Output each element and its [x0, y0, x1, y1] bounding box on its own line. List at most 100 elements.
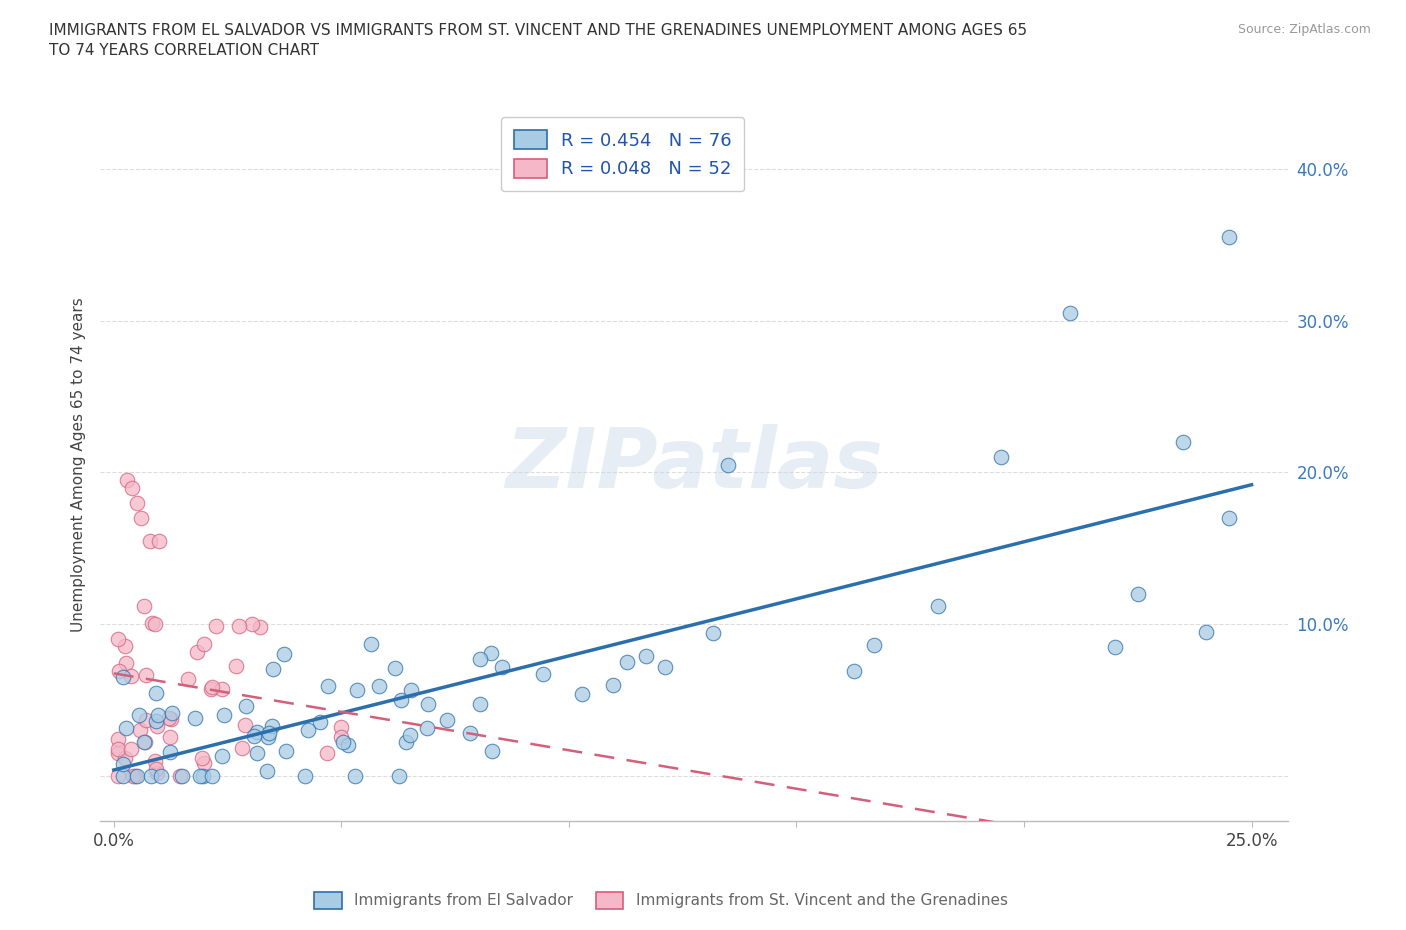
Point: [256, 729, 278, 744]
Point: [1173, 434, 1195, 449]
Point: [336, 737, 359, 752]
Point: [120, 668, 142, 683]
Point: [111, 670, 134, 684]
Point: [315, 746, 337, 761]
Point: [436, 712, 458, 727]
Point: [458, 725, 481, 740]
Point: [143, 617, 166, 631]
Y-axis label: Unemployment Among Ages 65 to 74 years: Unemployment Among Ages 65 to 74 years: [72, 298, 86, 632]
Point: [389, 692, 412, 707]
Point: [256, 764, 278, 779]
Point: [927, 598, 949, 613]
Point: [388, 768, 411, 783]
Point: [309, 714, 332, 729]
Point: [111, 757, 134, 772]
Point: [145, 685, 167, 700]
Point: [160, 705, 183, 720]
Legend: Immigrants from El Salvador, Immigrants from St. Vincent and the Grenadines: Immigrants from El Salvador, Immigrants …: [305, 883, 1017, 918]
Point: [107, 768, 129, 783]
Point: [259, 725, 281, 740]
Point: [212, 708, 235, 723]
Point: [332, 735, 354, 750]
Point: [418, 697, 440, 711]
Point: [146, 719, 169, 734]
Point: [262, 662, 284, 677]
Point: [107, 742, 129, 757]
Point: [294, 768, 316, 783]
Point: [481, 646, 503, 661]
Point: [157, 711, 180, 725]
Point: [531, 666, 554, 681]
Point: [114, 638, 136, 653]
Point: [188, 768, 211, 783]
Point: [170, 768, 193, 783]
Point: [135, 712, 157, 727]
Point: [139, 533, 162, 548]
Point: [1218, 230, 1240, 245]
Point: [125, 768, 148, 783]
Point: [602, 678, 624, 693]
Point: [316, 679, 339, 694]
Point: [276, 744, 298, 759]
Point: [115, 721, 138, 736]
Point: [636, 648, 658, 663]
Point: [1104, 640, 1126, 655]
Point: [146, 765, 169, 780]
Point: [107, 731, 129, 746]
Point: [228, 618, 250, 633]
Point: [401, 683, 423, 698]
Point: [702, 626, 724, 641]
Point: [183, 711, 205, 726]
Point: [470, 651, 492, 666]
Point: [193, 637, 215, 652]
Point: [395, 735, 418, 750]
Point: [132, 598, 155, 613]
Point: [211, 749, 233, 764]
Point: [176, 672, 198, 687]
Point: [246, 725, 269, 740]
Point: [107, 746, 129, 761]
Point: [242, 729, 264, 744]
Point: [717, 458, 740, 472]
Point: [186, 644, 208, 659]
Point: [330, 730, 353, 745]
Point: [1126, 586, 1149, 601]
Point: [114, 751, 136, 765]
Point: [117, 472, 139, 487]
Point: [246, 745, 269, 760]
Point: [134, 735, 156, 750]
Point: [863, 637, 886, 652]
Point: [107, 632, 129, 647]
Point: [124, 768, 146, 783]
Point: [297, 723, 319, 737]
Point: [235, 698, 257, 713]
Point: [141, 616, 163, 631]
Legend: R = 0.454   N = 76, R = 0.048   N = 52: R = 0.454 N = 76, R = 0.048 N = 52: [502, 117, 744, 191]
Text: Source: ZipAtlas.com: Source: ZipAtlas.com: [1237, 23, 1371, 36]
Point: [145, 713, 167, 728]
Point: [201, 679, 224, 694]
Point: [191, 751, 214, 765]
Point: [159, 744, 181, 759]
Point: [367, 678, 389, 693]
Point: [128, 723, 150, 737]
Point: [416, 721, 439, 736]
Point: [343, 768, 366, 783]
Point: [330, 720, 353, 735]
Text: ZIPatlas: ZIPatlas: [505, 424, 883, 505]
Point: [122, 768, 145, 783]
Point: [346, 683, 368, 698]
Point: [107, 663, 129, 678]
Point: [360, 637, 382, 652]
Point: [201, 768, 224, 783]
Point: [139, 768, 162, 783]
Point: [491, 660, 513, 675]
Point: [1195, 624, 1218, 639]
Point: [121, 480, 143, 495]
Point: [616, 655, 638, 670]
Text: IMMIGRANTS FROM EL SALVADOR VS IMMIGRANTS FROM ST. VINCENT AND THE GRENADINES UN: IMMIGRANTS FROM EL SALVADOR VS IMMIGRANT…: [49, 23, 1028, 58]
Point: [211, 682, 233, 697]
Point: [990, 450, 1012, 465]
Point: [240, 617, 263, 631]
Point: [159, 729, 181, 744]
